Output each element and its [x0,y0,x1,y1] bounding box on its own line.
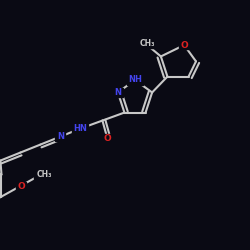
Text: O: O [104,134,111,143]
Text: CH₃: CH₃ [139,39,155,48]
Bar [56,132,66,141]
Bar [137,40,155,48]
Text: HN: HN [74,124,87,133]
Bar [127,76,143,84]
Bar [16,182,26,191]
Bar [72,124,88,133]
Bar [102,134,113,143]
Text: O: O [180,40,188,50]
Text: NH: NH [128,76,142,84]
Text: O: O [18,182,25,191]
Text: N: N [114,88,121,97]
Bar [113,88,123,97]
Text: CH₃: CH₃ [37,170,52,179]
Text: N: N [57,132,64,141]
Bar [179,41,189,49]
Bar [34,170,52,178]
